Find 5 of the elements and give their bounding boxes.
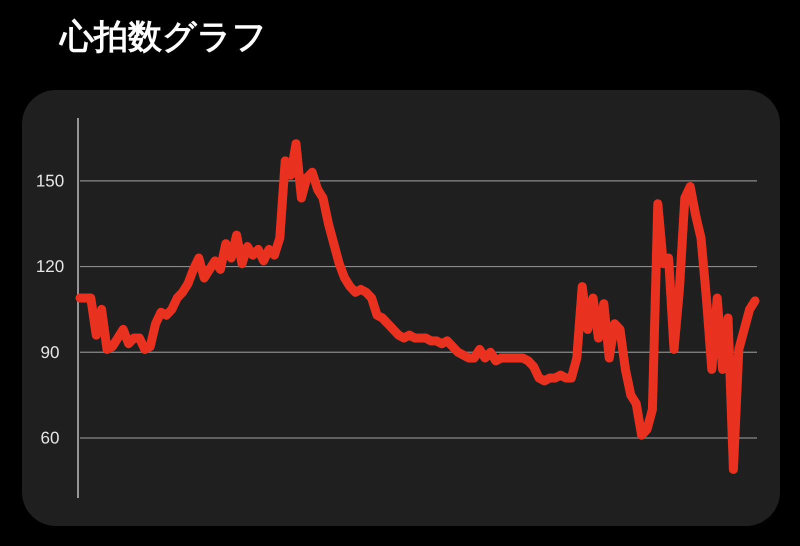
chart-title: 心拍数グラフ — [58, 18, 267, 56]
y-tick-label: 120 — [36, 257, 64, 276]
y-tick-label: 90 — [40, 342, 60, 362]
y-tick-label: 150 — [36, 171, 64, 190]
y-tick-label: 60 — [40, 428, 60, 448]
